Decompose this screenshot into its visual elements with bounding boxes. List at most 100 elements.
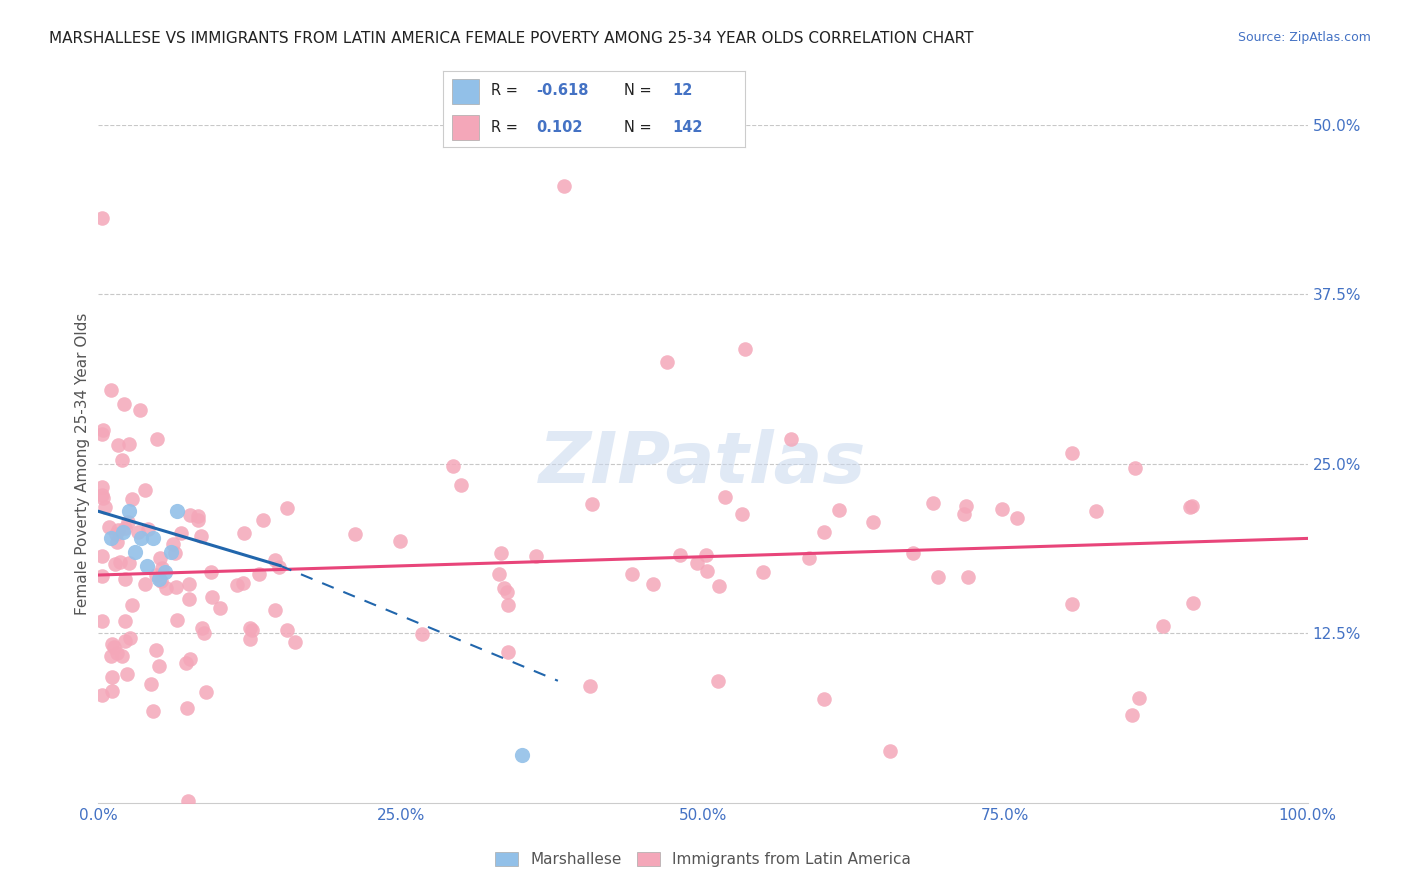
Point: [179, 508, 201, 522]
Point: [91, 549, 114, 564]
Point: [388, 533, 411, 548]
Point: [922, 496, 945, 510]
Point: [136, 522, 159, 536]
Point: [553, 178, 575, 193]
Point: [148, 659, 170, 673]
Point: [247, 566, 270, 581]
Point: [239, 632, 262, 646]
Point: [153, 566, 176, 580]
Point: [267, 560, 290, 574]
Point: [956, 570, 979, 584]
Point: [411, 627, 433, 641]
Point: [450, 478, 472, 492]
Point: [991, 502, 1014, 516]
Point: [91, 689, 114, 703]
Text: -0.618: -0.618: [537, 83, 589, 98]
Point: [94, 500, 117, 515]
Point: [264, 553, 287, 567]
Point: [162, 537, 184, 551]
Point: [145, 567, 167, 582]
Text: MARSHALLESE VS IMMIGRANTS FROM LATIN AMERICA FEMALE POVERTY AMONG 25-34 YEAR OLD: MARSHALLESE VS IMMIGRANTS FROM LATIN AME…: [49, 31, 974, 46]
Point: [155, 582, 177, 596]
Point: [233, 525, 256, 540]
Point: [107, 523, 129, 537]
Point: [121, 598, 143, 612]
Text: 12: 12: [672, 83, 693, 98]
Point: [163, 546, 186, 560]
Point: [118, 556, 141, 570]
Point: [91, 426, 114, 441]
Point: [187, 513, 209, 527]
Point: [492, 581, 515, 595]
Point: [91, 424, 114, 438]
Point: [343, 527, 366, 541]
Point: [98, 519, 121, 533]
Point: [91, 211, 114, 225]
Point: [579, 679, 602, 693]
Point: [1007, 511, 1029, 525]
Point: [813, 524, 835, 539]
Point: [695, 548, 717, 562]
Text: R =: R =: [491, 120, 527, 135]
Text: ZIPatlas: ZIPatlas: [540, 429, 866, 499]
Point: [134, 483, 156, 497]
Point: [1062, 446, 1084, 460]
Point: [101, 670, 124, 684]
Point: [100, 383, 122, 397]
Point: [124, 545, 146, 559]
Point: [953, 507, 976, 521]
Point: [114, 633, 136, 648]
Text: 142: 142: [672, 120, 703, 135]
Point: [149, 574, 172, 588]
Point: [655, 355, 678, 369]
Point: [276, 500, 298, 515]
Point: [955, 499, 977, 513]
Point: [100, 532, 122, 546]
Point: [209, 601, 232, 615]
Point: [190, 529, 212, 543]
Point: [127, 525, 149, 540]
Point: [115, 667, 138, 681]
Point: [101, 684, 124, 698]
Point: [1062, 597, 1084, 611]
Point: [179, 652, 201, 666]
Point: [496, 599, 519, 613]
Point: [879, 744, 901, 758]
Point: [118, 631, 141, 645]
Point: [107, 438, 129, 452]
Point: [714, 490, 737, 504]
Point: [239, 621, 262, 635]
Point: [129, 532, 152, 546]
Text: R =: R =: [491, 83, 523, 98]
Point: [174, 657, 197, 671]
Point: [166, 504, 188, 518]
Point: [696, 564, 718, 578]
Point: [165, 580, 187, 594]
Point: [134, 577, 156, 591]
Point: [114, 572, 136, 586]
Text: Source: ZipAtlas.com: Source: ZipAtlas.com: [1237, 31, 1371, 45]
Point: [252, 513, 274, 527]
Point: [117, 515, 139, 529]
Point: [112, 397, 135, 411]
Point: [1178, 500, 1201, 515]
Point: [496, 585, 519, 599]
Point: [91, 614, 114, 628]
Point: [142, 532, 165, 546]
Point: [142, 704, 165, 718]
Point: [669, 549, 692, 563]
Point: [187, 509, 209, 524]
Point: [263, 603, 285, 617]
Point: [121, 492, 143, 507]
Point: [194, 685, 217, 699]
Point: [91, 569, 114, 583]
Point: [166, 613, 188, 627]
Point: [118, 437, 141, 451]
Point: [193, 626, 215, 640]
Point: [780, 432, 803, 446]
Point: [110, 555, 132, 569]
Point: [276, 623, 298, 637]
Point: [524, 549, 547, 563]
Point: [105, 646, 128, 660]
Point: [686, 556, 709, 570]
